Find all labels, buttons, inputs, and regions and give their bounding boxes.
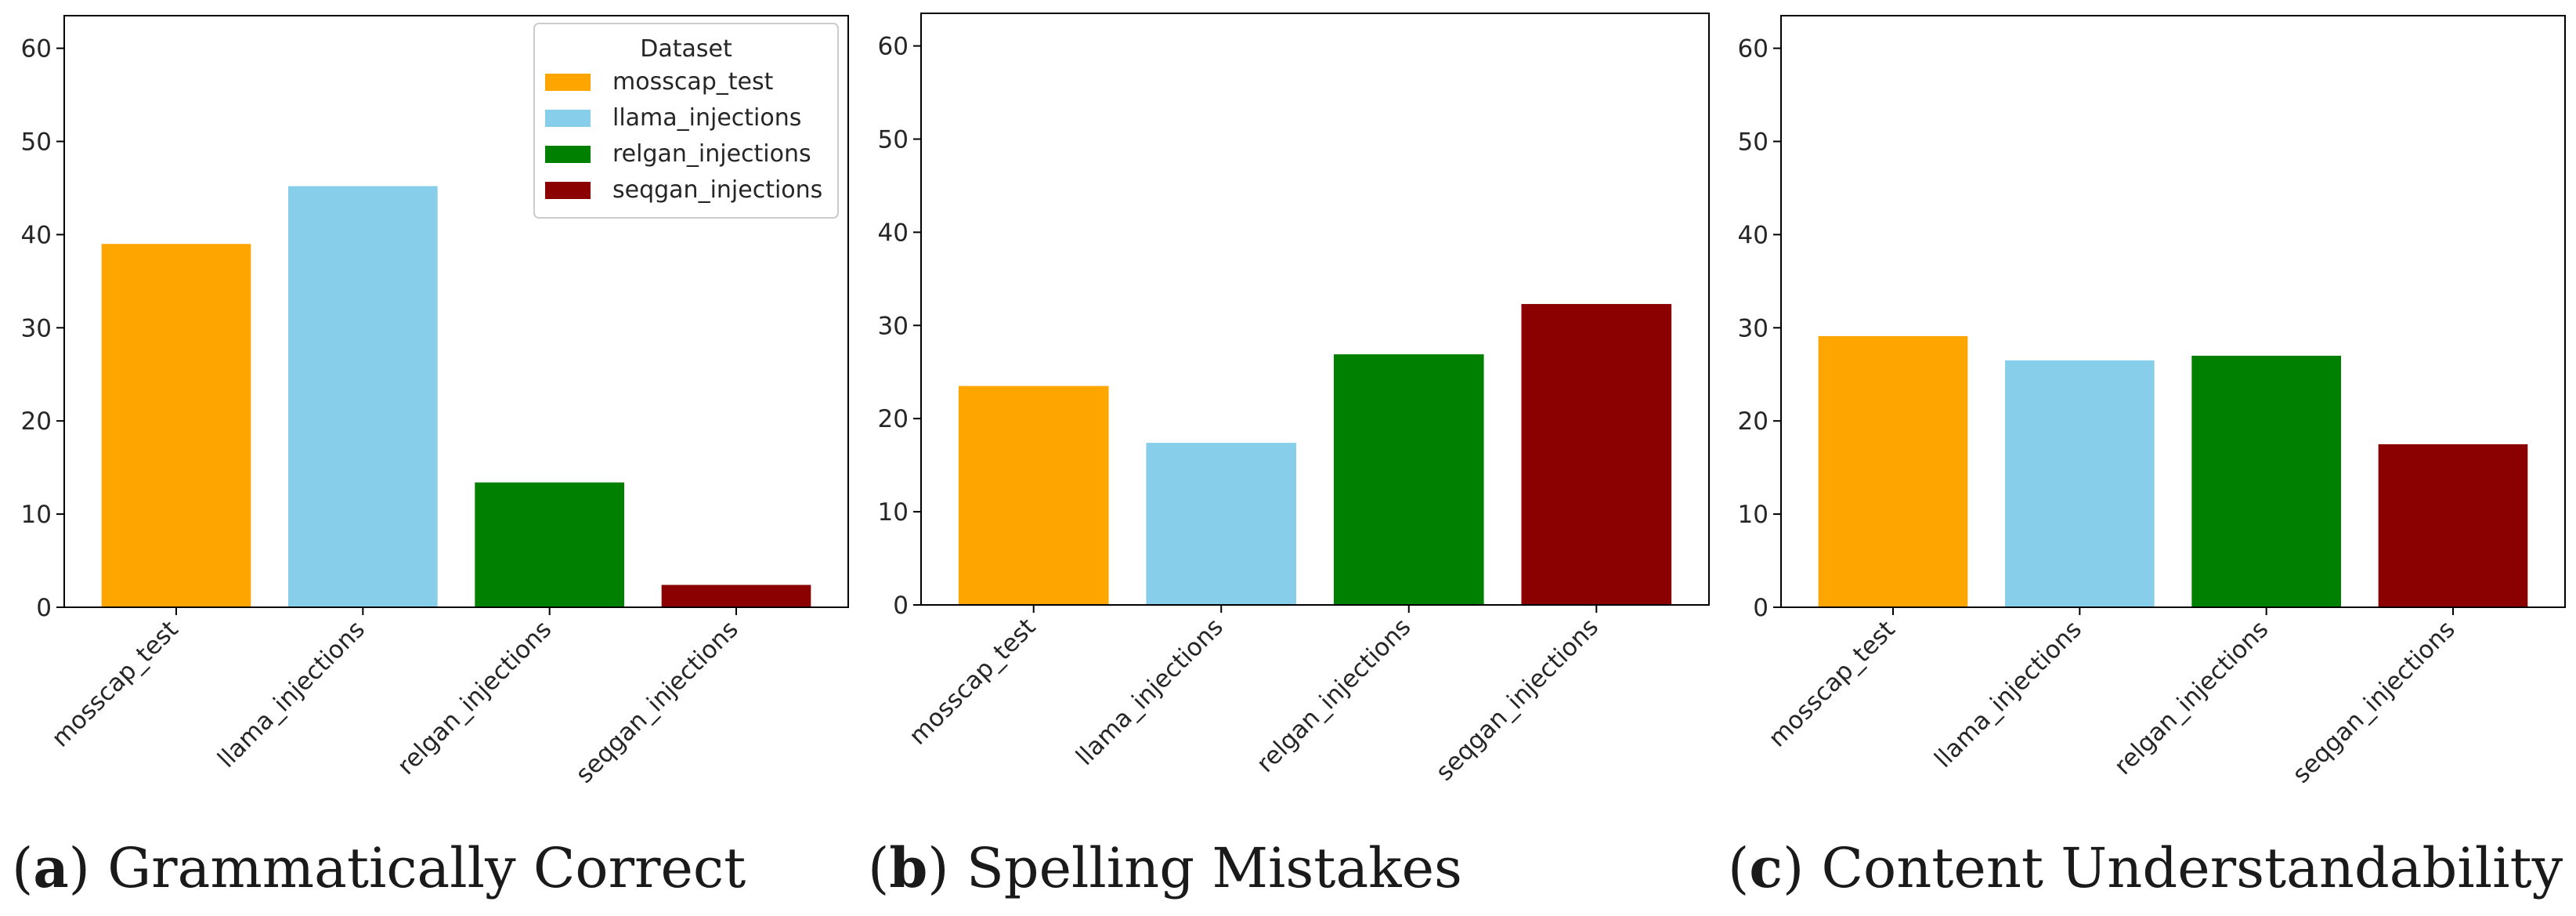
y-tick-label: 30 <box>1738 314 1769 342</box>
x-tick-label: llama_injections <box>212 615 370 773</box>
caption-letter: b <box>889 835 927 900</box>
legend-swatch-relgan_injections <box>545 146 591 163</box>
chart-panel-b: mosscap_test llama_injections relgan_injec… <box>868 13 1710 900</box>
y-tick-label: 20 <box>21 407 52 436</box>
legend: Dataset mosscap_test llama_injectionsrelga… <box>533 23 839 219</box>
x-tick-label: relgan_injections <box>1252 613 1417 778</box>
y-tick-label: 10 <box>1738 501 1769 529</box>
x-tick-label: seqgan_injections <box>570 615 744 789</box>
bar-llama_injections <box>288 186 438 608</box>
caption-paren-open: ( <box>868 836 889 900</box>
y-tick-label: 40 <box>878 219 909 247</box>
bar-mosscap_test <box>1818 336 1968 607</box>
caption-title: ) Spelling Mistakes <box>927 836 1462 900</box>
axes-frame <box>63 15 849 608</box>
bar-llama_injections <box>2005 360 2155 607</box>
chart-panel-a: mosscap_test llama_injections relgan_injec… <box>12 15 849 900</box>
y-tick-label: 50 <box>21 129 52 157</box>
x-tick-label: seqgan_injections <box>1430 613 1604 787</box>
y-tick-label: 30 <box>878 312 909 340</box>
y-tick-label: 20 <box>878 405 909 433</box>
bar-llama_injections <box>1146 443 1297 605</box>
x-tick-label: seqgan_injections <box>2287 615 2461 789</box>
y-tick-label: 0 <box>893 592 909 620</box>
caption-title: ) Grammatically Correct <box>69 836 746 900</box>
caption-paren-open: ( <box>1728 836 1749 900</box>
axes-frame <box>920 13 1710 606</box>
panel-caption: (a) Grammatically Correct <box>12 835 746 900</box>
y-tick-label: 40 <box>1738 221 1769 249</box>
legend-swatch-llama_injections <box>545 110 591 127</box>
bar-seqgan_injections <box>2378 444 2528 607</box>
caption-title: ) Content Understandability <box>1783 836 2563 900</box>
y-tick-label: 60 <box>21 35 52 63</box>
y-tick-label: 10 <box>878 498 909 527</box>
legend-swatch-seqgan_injections <box>545 182 591 199</box>
bar-relgan_injections <box>2191 355 2341 607</box>
x-tick-label: relgan_injections <box>2109 615 2274 780</box>
chart-panel-c: mosscap_test llama_injections relgan_injec… <box>1728 15 2566 900</box>
bar-seqgan_injections <box>1521 303 1672 605</box>
y-tick-label: 60 <box>878 33 909 61</box>
panel-caption: (c) Content Understandability <box>1728 835 2563 900</box>
y-tick-label: 50 <box>878 126 909 154</box>
y-tick-label: 10 <box>21 501 52 529</box>
y-tick-label: 20 <box>1738 407 1769 436</box>
bar-relgan_injections <box>475 482 624 607</box>
x-tick-label: llama_injections <box>1929 615 2087 773</box>
axes-frame <box>1780 15 2566 608</box>
caption-letter: c <box>1749 835 1783 900</box>
x-tick-label: mosscap_test <box>1763 615 1901 753</box>
bar-mosscap_test <box>958 386 1109 605</box>
x-tick-label: relgan_injections <box>392 615 558 780</box>
caption-paren-open: ( <box>12 836 33 900</box>
bar-seqgan_injections <box>661 585 811 607</box>
x-tick-label: llama_injections <box>1071 613 1229 771</box>
legend-box <box>533 23 839 219</box>
y-tick-label: 0 <box>1753 594 1769 622</box>
bar-mosscap_test <box>101 244 251 607</box>
y-tick-label: 40 <box>21 221 52 249</box>
y-tick-label: 0 <box>36 594 52 622</box>
legend-swatch-mosscap_test <box>545 74 591 91</box>
bar-relgan_injections <box>1333 354 1484 605</box>
x-tick-label: mosscap_test <box>904 613 1042 751</box>
x-tick-label: mosscap_test <box>46 615 184 753</box>
legend-label-seqgan_injections: seqgan_injections <box>612 176 822 204</box>
y-tick-label: 30 <box>21 314 52 342</box>
legend-title: Dataset <box>640 35 732 63</box>
legend-label-relgan_injections: relgan_injections <box>612 140 811 168</box>
y-tick-label: 50 <box>1738 129 1769 157</box>
legend-label-llama_injections: llama_injections <box>612 104 801 132</box>
legend-label-mosscap_test: mosscap_test <box>612 68 774 96</box>
y-tick-label: 60 <box>1738 35 1769 63</box>
panel-caption: (b) Spelling Mistakes <box>868 835 1462 900</box>
caption-letter: a <box>33 835 68 900</box>
